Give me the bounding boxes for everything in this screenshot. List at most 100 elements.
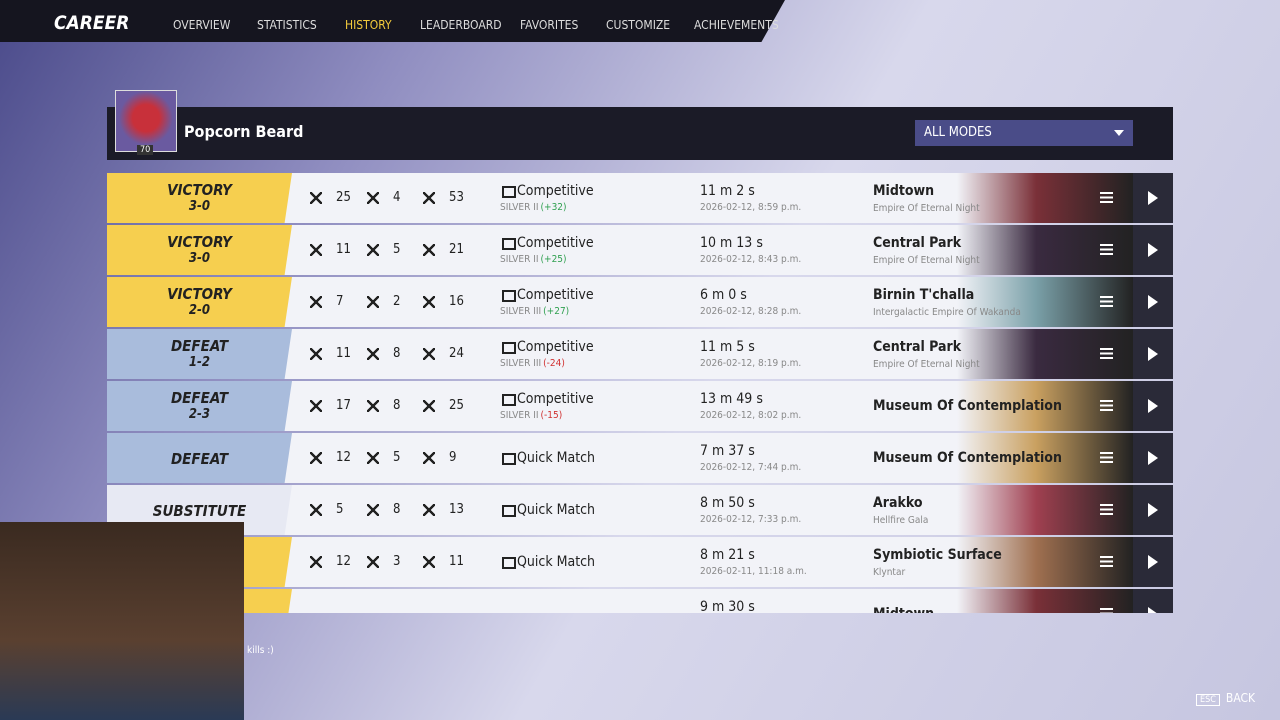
play-button[interactable] bbox=[1133, 485, 1173, 535]
menu-button[interactable] bbox=[1100, 348, 1113, 359]
result: VICTORY 3-0 bbox=[107, 173, 292, 223]
date: 2026-02-12, 8:28 p.m. bbox=[700, 306, 802, 317]
deaths: 8 bbox=[393, 346, 401, 361]
match-row[interactable]: DEFEAT 2-3 17 8 25 Competitive SILVER II (-15) 1… bbox=[107, 381, 1173, 431]
menu-button[interactable] bbox=[1100, 452, 1113, 463]
kills: 12 bbox=[336, 554, 351, 569]
score: 2-3 bbox=[188, 407, 211, 422]
assists-icon bbox=[423, 192, 435, 204]
match-row[interactable]: VICTORY 2-0 7 2 16 Competitive SILVER III (+27)… bbox=[107, 277, 1173, 327]
score: 3-0 bbox=[188, 199, 211, 214]
match-row[interactable]: 9 m 30 s Midtown bbox=[107, 589, 1173, 613]
match-row[interactable]: 12 3 11 Quick Match 8 m 21 s 2026-02-11, 11:1… bbox=[107, 537, 1173, 587]
mode-icon bbox=[502, 453, 516, 465]
menu-button[interactable] bbox=[1100, 556, 1113, 567]
tab[interactable]: STATISTICS bbox=[257, 18, 317, 32]
rank-name: SILVER II bbox=[500, 410, 539, 421]
duration: 7 m 37 s bbox=[700, 443, 755, 459]
play-button[interactable] bbox=[1133, 433, 1173, 483]
mode: Competitive bbox=[517, 391, 594, 407]
play-button[interactable] bbox=[1133, 173, 1173, 223]
mode-icon bbox=[502, 290, 516, 302]
play-icon bbox=[1148, 503, 1158, 517]
map: Symbiotic Surface bbox=[873, 547, 1002, 563]
tab[interactable]: FAVORITES bbox=[520, 18, 579, 32]
play-button[interactable] bbox=[1133, 277, 1173, 327]
result: DEFEAT 2-3 bbox=[107, 381, 292, 431]
match-row[interactable]: VICTORY 3-0 11 5 21 Competitive SILVER II (+25)… bbox=[107, 225, 1173, 275]
tab[interactable]: ACHIEVEMENTS bbox=[694, 18, 779, 32]
play-button[interactable] bbox=[1133, 381, 1173, 431]
match-row[interactable]: VICTORY 3-0 25 4 53 Competitive SILVER II (+32)… bbox=[107, 173, 1173, 223]
kills: 11 bbox=[336, 242, 351, 257]
date: 2026-02-12, 8:19 p.m. bbox=[700, 358, 802, 369]
play-icon bbox=[1148, 295, 1158, 309]
play-button[interactable] bbox=[1133, 225, 1173, 275]
play-button[interactable] bbox=[1133, 329, 1173, 379]
date: 2026-02-12, 8:59 p.m. bbox=[700, 202, 802, 213]
assists: 53 bbox=[449, 190, 464, 205]
duration: 10 m 13 s bbox=[700, 235, 763, 251]
match-row[interactable]: DEFEAT 12 5 9 Quick Match 7 m 37 s 2026-02-12,… bbox=[107, 433, 1173, 483]
kills-icon bbox=[310, 556, 322, 568]
deaths: 8 bbox=[393, 398, 401, 413]
rank-change: (-15) bbox=[540, 410, 563, 421]
match-row[interactable]: SUBSTITUTE 5 8 13 Quick Match 8 m 50 s 2026-02… bbox=[107, 485, 1173, 535]
tab[interactable]: HISTORY bbox=[345, 18, 392, 32]
menu-button[interactable] bbox=[1100, 192, 1113, 203]
play-button[interactable] bbox=[1133, 537, 1173, 587]
tab[interactable]: OVERVIEW bbox=[173, 18, 231, 32]
date: 2026-02-12, 7:44 p.m. bbox=[700, 462, 802, 473]
match-list: VICTORY 3-0 25 4 53 Competitive SILVER II (+32)… bbox=[107, 173, 1173, 613]
map: Central Park bbox=[873, 235, 962, 251]
duration: 8 m 21 s bbox=[700, 547, 755, 563]
map-subtitle: Empire Of Eternal Night bbox=[873, 359, 980, 370]
result-label: DEFEAT bbox=[170, 337, 229, 355]
kills: 12 bbox=[336, 450, 351, 465]
menu-button[interactable] bbox=[1100, 296, 1113, 307]
deaths-icon bbox=[367, 556, 379, 568]
assists-icon bbox=[423, 504, 435, 516]
match-row[interactable]: DEFEAT 1-2 11 8 24 Competitive SILVER III (-24)… bbox=[107, 329, 1173, 379]
map: Central Park bbox=[873, 339, 962, 355]
assists-icon bbox=[423, 556, 435, 568]
assists-icon bbox=[423, 452, 435, 464]
menu-button[interactable] bbox=[1100, 504, 1113, 515]
rank-name: SILVER II bbox=[500, 254, 539, 265]
tab[interactable]: LEADERBOARD bbox=[420, 18, 502, 32]
map-subtitle: Intergalactic Empire Of Wakanda bbox=[873, 307, 1021, 318]
kills: 11 bbox=[336, 346, 351, 361]
mode: Quick Match bbox=[517, 554, 596, 570]
tab[interactable]: CUSTOMIZE bbox=[606, 18, 671, 32]
date: 2026-02-11, 11:18 a.m. bbox=[700, 566, 807, 577]
menu-button[interactable] bbox=[1100, 608, 1113, 613]
mode-filter[interactable]: ALL MODES bbox=[915, 120, 1133, 146]
kills-icon bbox=[310, 400, 322, 412]
play-button[interactable] bbox=[1133, 589, 1173, 613]
play-icon bbox=[1148, 347, 1158, 361]
duration: 6 m 0 s bbox=[700, 287, 747, 303]
kills-icon bbox=[310, 504, 322, 516]
score: 3-0 bbox=[188, 251, 211, 266]
date: 2026-02-12, 7:33 p.m. bbox=[700, 514, 802, 525]
map: Museum Of Contemplation bbox=[873, 398, 1062, 414]
back-button[interactable]: ESC BACK bbox=[1196, 691, 1256, 706]
menu-button[interactable] bbox=[1100, 244, 1113, 255]
mode: Competitive bbox=[517, 235, 594, 251]
score: 1-2 bbox=[188, 355, 211, 370]
deaths: 5 bbox=[393, 242, 401, 257]
mode-icon bbox=[502, 342, 516, 354]
key: ESC bbox=[1196, 694, 1220, 706]
assists: 21 bbox=[449, 242, 464, 257]
back-label: BACK bbox=[1225, 691, 1256, 705]
rank-name: SILVER III bbox=[500, 306, 542, 317]
rank: SILVER III (-24) bbox=[500, 358, 565, 369]
menu-button[interactable] bbox=[1100, 400, 1113, 411]
map: Midtown bbox=[873, 183, 935, 199]
assists-icon bbox=[423, 296, 435, 308]
deaths: 3 bbox=[393, 554, 401, 569]
play-icon bbox=[1148, 191, 1158, 205]
deaths-icon bbox=[367, 452, 379, 464]
deaths-icon bbox=[367, 400, 379, 412]
duration: 9 m 30 s bbox=[700, 599, 755, 613]
